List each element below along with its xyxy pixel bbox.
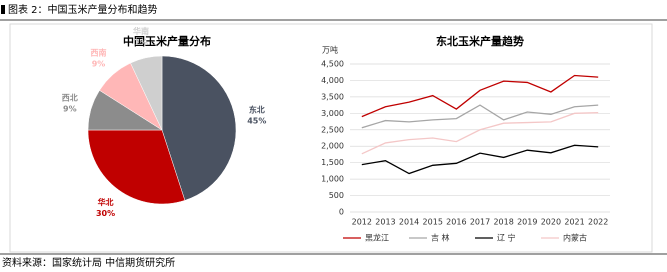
y-tick-label: 1,500	[321, 158, 344, 167]
slice-label: 东北	[249, 104, 265, 114]
x-tick-label: 2012	[352, 218, 372, 227]
y-tick-label: 4,500	[321, 60, 344, 69]
x-tick-label: 2018	[493, 218, 513, 227]
slice-label: 华北	[98, 197, 114, 207]
slice-label: 西南	[91, 47, 107, 57]
slice-value: 9%	[63, 105, 77, 114]
pie-slice	[161, 55, 237, 201]
legend-label: 黑龙江	[365, 233, 389, 243]
y-tick-label: 1,000	[321, 175, 344, 184]
pie-slice	[87, 129, 186, 205]
y-tick-label: 500	[329, 191, 344, 200]
x-tick-label: 2015	[423, 218, 443, 227]
y-tick-label: 2,500	[321, 125, 344, 134]
x-tick-label: 2014	[399, 218, 419, 227]
y-unit: 万吨	[322, 45, 338, 55]
pie-slice	[130, 55, 163, 131]
y-tick-label: 0	[339, 208, 344, 217]
slice-value: 7%	[134, 38, 148, 47]
caption-marker	[1, 5, 5, 14]
legend-label: 吉 林	[431, 233, 450, 243]
y-tick-label: 3,000	[321, 109, 344, 118]
y-tick-label: 3,500	[321, 92, 344, 101]
x-tick-label: 2020	[541, 218, 561, 227]
slice-value: 45%	[247, 116, 266, 125]
x-tick-label: 2016	[446, 218, 466, 227]
line-series	[361, 74, 599, 118]
slice-label: 西北	[62, 93, 78, 103]
y-tick-label: 2,000	[321, 142, 344, 151]
caption: 图表 2：中国玉米产量分布和趋势	[8, 3, 158, 16]
line-series	[361, 112, 599, 155]
legend-label: 内蒙古	[563, 233, 587, 243]
x-tick-label: 2021	[564, 218, 584, 227]
x-tick-label: 2017	[470, 218, 490, 227]
x-tick-label: 2019	[517, 218, 537, 227]
chart-frame	[9, 23, 653, 253]
slice-value: 9%	[92, 59, 106, 68]
line-series	[361, 104, 599, 129]
source: 资料来源：国家统计局 中信期货研究所	[2, 256, 175, 269]
line-series	[361, 144, 599, 175]
slice-label: 华南	[133, 26, 149, 36]
x-tick-label: 2013	[375, 218, 395, 227]
slice-value: 30%	[96, 209, 115, 218]
x-tick-label: 2022	[588, 218, 608, 227]
y-tick-label: 4,000	[321, 76, 344, 85]
chart-title: 东北玉米产量趋势	[436, 34, 524, 48]
legend-label: 辽 宁	[497, 233, 516, 243]
chart-title: 中国玉米产量分布	[123, 34, 211, 48]
